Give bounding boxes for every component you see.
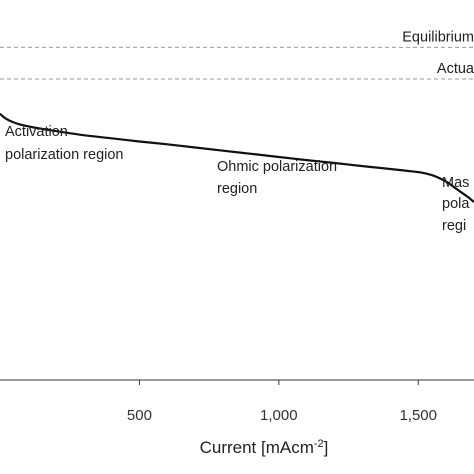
polarization-curve — [0, 112, 474, 203]
x-tick-label: 1,000 — [260, 407, 298, 424]
annotation-ohmic-line-2: region — [217, 181, 257, 197]
annotation-mass-line-1: Mas — [442, 175, 469, 191]
annotation-activation-line-2: polarization region — [5, 147, 124, 163]
x-tick-label: 500 — [127, 407, 152, 424]
series-group — [0, 112, 474, 203]
annotation-ohmic-line-1: Ohmic polarization — [217, 159, 337, 175]
annotation-mass: Mas pola regi — [442, 175, 470, 234]
x-tick-label: 1,500 — [399, 407, 437, 424]
reference-lines: Equilibrium Actua — [0, 29, 474, 80]
reference-line-label: Equilibrium — [402, 29, 474, 45]
x-axis-title: Current [mAcm-2] — [200, 438, 329, 457]
reference-line-label: Actua — [437, 61, 474, 77]
x-axis-title-sup: -2 — [314, 438, 324, 450]
annotation-activation-line-1: Activation — [5, 124, 68, 140]
annotation-mass-line-2: pola — [442, 196, 470, 212]
annotation-mass-line-3: regi — [442, 218, 466, 234]
annotation-activation: Activation polarization region — [5, 124, 124, 163]
annotation-ohmic: Ohmic polarization region — [217, 159, 337, 197]
x-axis-title-main: Current [mAcm — [200, 438, 314, 457]
x-axis-ticks: 500 1,000 1,500 — [127, 380, 437, 424]
x-axis-title-end: ] — [324, 438, 329, 457]
